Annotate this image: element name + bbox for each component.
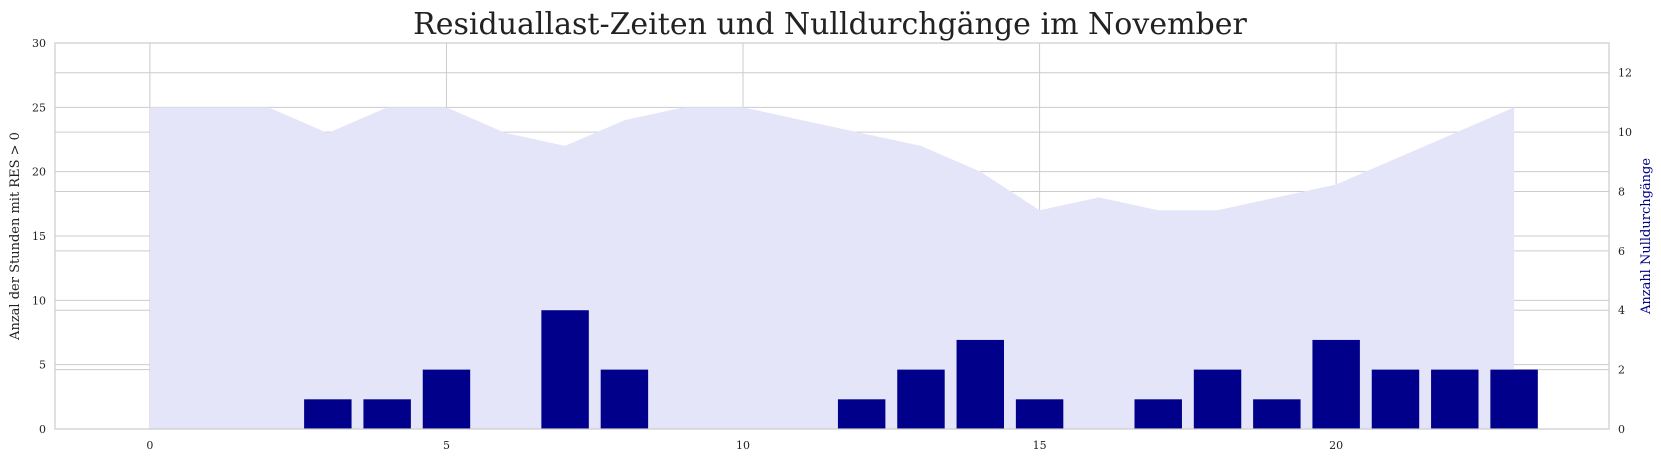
bar	[1015, 399, 1064, 429]
y-tick-label: 20	[32, 166, 46, 179]
bar	[1253, 399, 1301, 429]
bar	[837, 399, 886, 429]
y2-tick-label: 4	[1618, 304, 1625, 317]
tick-layer: 0 5 10 15 20 0 5 10 15 20 25 30 0 2 4 6 8 10 12	[32, 37, 1632, 452]
bar	[1193, 369, 1242, 429]
x-tick-label: 20	[1329, 439, 1343, 452]
x-tick-label: 0	[146, 439, 153, 452]
bar	[1134, 399, 1182, 429]
y-tick-label: 10	[32, 294, 46, 307]
bar	[541, 310, 589, 429]
bar	[1490, 369, 1538, 429]
plot-frame	[54, 42, 1610, 430]
chart-title: Residuallast-Zeiten und Nulldurchgänge i…	[413, 7, 1247, 42]
bar	[956, 339, 1005, 429]
bar	[1371, 369, 1420, 429]
y-axis-label: Anzal der Stunden mit RES > 0	[8, 132, 23, 341]
x-tick-label: 5	[443, 439, 450, 452]
y2-axis-label: Anzahl Nulldurchgänge	[1639, 158, 1654, 315]
y2-tick-label: 0	[1618, 423, 1625, 436]
bar-layer	[304, 310, 1538, 429]
y-tick-label: 30	[32, 37, 46, 50]
frame-layer	[54, 42, 1610, 430]
y2-tick-label: 8	[1618, 185, 1625, 198]
area-layer	[149, 107, 1515, 429]
y-tick-label: 15	[32, 230, 46, 243]
bar	[363, 399, 411, 429]
y-tick-label: 0	[39, 423, 46, 436]
bar	[422, 369, 471, 429]
bar	[1431, 369, 1479, 429]
y2-tick-label: 2	[1618, 364, 1625, 377]
bar	[600, 369, 649, 429]
bar	[304, 399, 352, 429]
y2-tick-label: 12	[1618, 67, 1632, 80]
x-tick-label: 15	[1033, 439, 1047, 452]
y-tick-label: 5	[39, 359, 46, 372]
y2-tick-label: 6	[1618, 245, 1625, 258]
x-tick-label: 10	[736, 439, 750, 452]
y2-tick-label: 10	[1618, 126, 1632, 139]
y-tick-label: 25	[32, 101, 46, 114]
bar	[1312, 339, 1360, 429]
bar	[897, 369, 945, 429]
area-series	[149, 107, 1515, 429]
